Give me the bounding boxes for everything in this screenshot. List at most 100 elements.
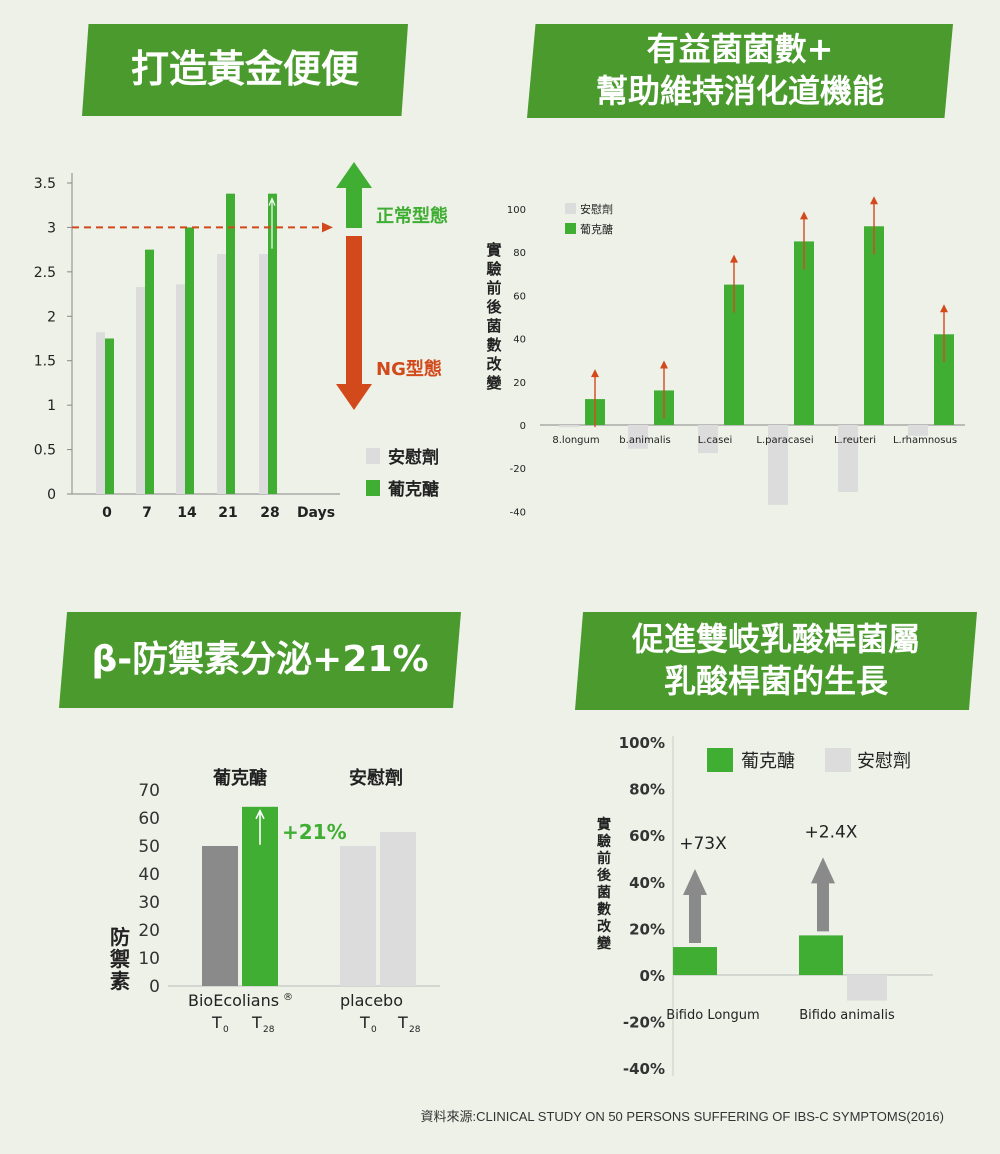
bar-bioecolians-t0 [202, 846, 238, 986]
x-tick-label: L.casei [698, 435, 733, 446]
bar-glucan [226, 193, 235, 495]
y-tick-label: 100% [619, 734, 665, 752]
x-tick-label: Bifido Longum [666, 1008, 759, 1023]
bar-glucan [799, 935, 843, 975]
legend-label-placebo: 安慰劑 [857, 751, 911, 772]
normal-arrow-up [336, 162, 372, 228]
legend-label-placebo: 安慰劑 [388, 447, 439, 468]
x-tick-label: 8.longum [552, 435, 599, 446]
banner-line-0: 促進雙岐乳酸桿菌屬 [631, 620, 920, 659]
y-tick-label: -40 [510, 507, 526, 518]
y-tick-label: 60 [138, 809, 160, 829]
legend-label-glucan: 葡克醣 [741, 751, 795, 772]
legend-label-glucan: 葡克醣 [387, 479, 439, 500]
increase-arrow-head [940, 304, 948, 313]
y-tick-label: 3.5 [34, 176, 56, 192]
bar-glucan [185, 227, 194, 494]
legend-swatch-glucan [707, 748, 733, 772]
bar-placebo-t28 [380, 832, 416, 986]
x-tick-label: Bifido animalis [799, 1008, 895, 1023]
x-tick-label: 14 [177, 505, 197, 521]
legend-swatch-placebo [565, 203, 576, 214]
y-axis-label: 變 [485, 374, 502, 392]
banner-line-0: 打造黃金便便 [130, 47, 359, 92]
legend-label-glucan: 葡克醣 [580, 222, 613, 236]
normal-form-label: 正常型態 [376, 205, 448, 227]
banner-beta-defensin: β-防禦素分泌+21% [59, 612, 461, 708]
x-label-time-sub: 0 [371, 1025, 377, 1035]
bar-placebo [559, 425, 579, 428]
fold-increase-label: +2.4X [805, 822, 858, 842]
source-note: 資料來源:CLINICAL STUDY ON 50 PERSONS SUFFER… [421, 1106, 945, 1125]
increase-arrow-head [730, 254, 738, 263]
bar-placebo [136, 286, 145, 494]
x-label-placebo: placebo [340, 991, 403, 1010]
chart-beta-defensin: 0 10 20 30 40 50 60 70 防禦素 +21% 葡克醣 安慰劑 BioEcolians ®… [110, 767, 440, 1035]
y-tick-label: 40% [629, 874, 665, 892]
banner-bifido-growth: 促進雙岐乳酸桿菌屬 乳酸桿菌的生長 [575, 612, 977, 710]
increase-arrow [811, 857, 835, 932]
y-axis-label: 後 [597, 867, 612, 884]
y-tick-label: 20 [138, 921, 160, 941]
y-axis-label: 驗 [486, 260, 501, 278]
group-title-glucan: 葡克醣 [212, 767, 267, 789]
increase-arrow-head [255, 809, 265, 820]
increase-arrow-head [268, 197, 276, 206]
y-tick-label: 40 [138, 865, 160, 885]
source-label: 資料來源: [420, 1109, 477, 1124]
y-tick-label: 1 [47, 398, 56, 414]
x-label-time-sub: 0 [223, 1025, 229, 1035]
y-tick-label: 80 [513, 248, 526, 259]
y-tick-label: -20 [510, 464, 526, 475]
increase-arrow-head [660, 360, 668, 369]
bar-glucan [105, 338, 114, 494]
bar-placebo [768, 425, 788, 505]
increase-arrow-head [870, 196, 878, 205]
x-label-time: T [251, 1013, 262, 1032]
bar-placebo [176, 284, 185, 494]
y-tick-label: 3 [47, 220, 56, 236]
legend-swatch-glucan [366, 480, 380, 496]
x-unit-label: Days [297, 505, 335, 521]
y-tick-label: 0% [640, 967, 665, 985]
y-tick-label: 100 [507, 205, 526, 216]
increase-percent-label: +21% [282, 820, 347, 844]
y-axis-label: 菌 [486, 317, 501, 335]
reference-line-head [322, 222, 333, 233]
y-tick-label: 80% [629, 781, 665, 799]
y-axis-label: 禦 [110, 947, 130, 971]
y-tick-label: 0 [47, 487, 56, 503]
banner-line-1: 乳酸桿菌的生長 [663, 662, 888, 700]
group-title-placebo: 安慰劑 [349, 767, 403, 789]
x-label-time-sub: 28 [263, 1025, 275, 1035]
x-tick-label: 0 [102, 505, 112, 521]
bar-glucan [794, 241, 814, 425]
y-axis-label: 實 [486, 241, 501, 259]
legend-label-placebo: 安慰劑 [580, 202, 613, 216]
bar-placebo [908, 425, 928, 436]
y-axis-label: 驗 [597, 833, 611, 850]
y-tick-label: 20 [513, 378, 526, 389]
bar-glucan [673, 947, 717, 975]
x-tick-label: 28 [260, 505, 279, 521]
banner-beneficial-bacteria: 有益菌菌數+ 幫助維持消化道機能 [527, 24, 953, 118]
x-label-time: T [359, 1013, 370, 1032]
y-axis-label: 數 [597, 901, 611, 918]
bar-placebo [847, 975, 887, 1001]
ng-form-label: NG型態 [376, 358, 442, 380]
bar-placebo [698, 425, 718, 454]
x-tick-label: 21 [218, 505, 237, 521]
source-text: CLINICAL STUDY ON 50 PERSONS SUFFERING O… [476, 1109, 944, 1124]
y-tick-label: 10 [138, 949, 160, 969]
x-tick-label: b.animalis [619, 435, 670, 446]
y-tick-label: 40 [513, 335, 526, 346]
y-axis-label: 改 [486, 355, 502, 373]
y-tick-label: 1.5 [34, 354, 56, 370]
bar-glucan [268, 193, 277, 495]
chart-stool-form: 0 0.5 1 1.5 2 2.5 3 3.5 0 7 14 21 28 Days 正常型態 NG型態安慰劑葡… [34, 162, 448, 521]
ng-arrow-down [336, 236, 372, 410]
bar-placebo [217, 254, 226, 494]
y-tick-label: -20% [623, 1014, 665, 1032]
